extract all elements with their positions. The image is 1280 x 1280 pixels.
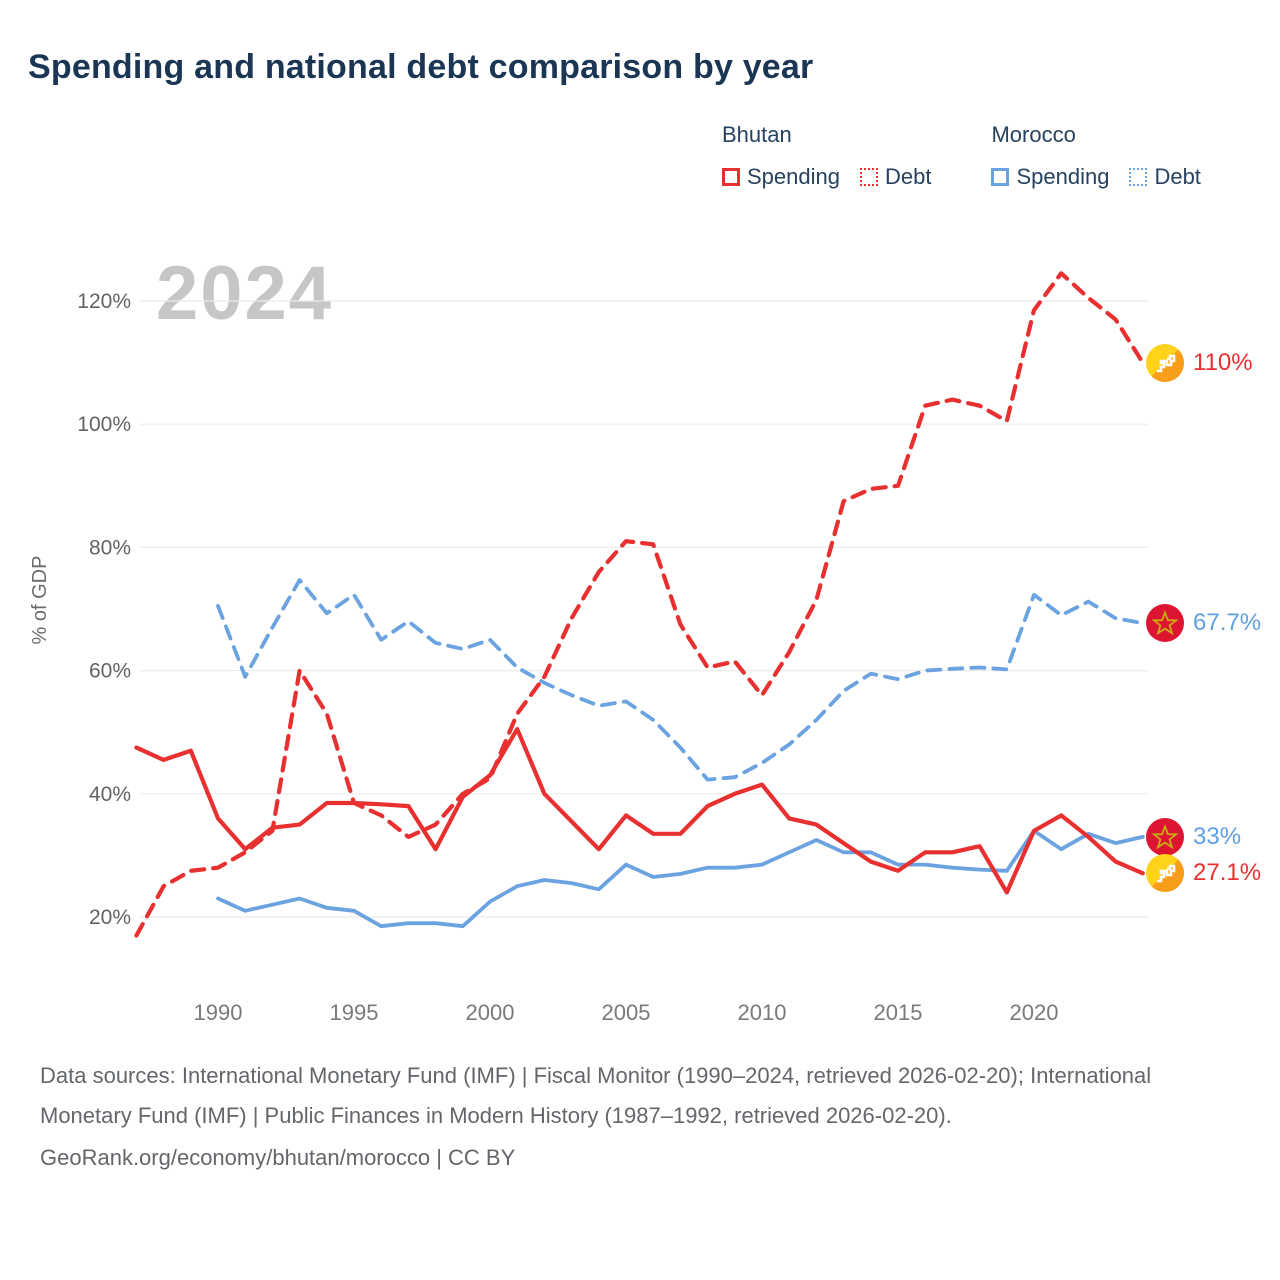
end-value-morocco-debt: 67.7% [1193,609,1262,637]
morocco-flag-icon [1146,604,1184,643]
gridlines [140,300,1148,918]
end-value-morocco-spending: 33% [1193,822,1242,850]
legend-item-bhutan-debt: Debt [859,164,932,190]
x-tick-label: 2020 [1010,1000,1059,1025]
y-tick-label: 120% [77,290,131,313]
x-tick-label: 1990 [194,1000,243,1025]
end-label-bhutan-spending: 27.1% [1146,854,1262,893]
y-tick-label: 60% [89,660,131,683]
morocco-flag-icon [1146,817,1184,856]
legend-item-morocco-debt: Debt [1129,164,1201,190]
end-value-bhutan-debt: 110% [1193,348,1253,376]
bhutan-flag-icon [1146,343,1184,382]
series-line-bhutan-debt [134,271,1145,938]
x-tick-label: 2010 [738,1000,787,1025]
data-sources-text: Data sources: International Monetary Fun… [40,1063,1152,1129]
y-axis-title: % of GDP [29,556,51,645]
y-tick-label: 20% [89,906,131,929]
end-value-bhutan-spending: 27.1% [1193,859,1262,887]
y-tick-label: 100% [77,413,131,436]
series-line-bhutan-spending [134,726,1145,895]
legend-label: Debt [884,164,932,189]
series-line-morocco-debt [216,578,1145,782]
x-axis-tick-labels: 1990 1995 2000 2005 2010 2015 2020 [194,1000,1059,1025]
swatch-bhutan-debt [859,168,878,186]
end-label-morocco-spending: 33% [1146,817,1242,856]
x-tick-label: 1995 [330,1000,379,1025]
y-axis-label: % of GDP [29,556,51,645]
x-tick-label: 2005 [602,1000,651,1025]
swatch-bhutan-spending [722,168,740,186]
y-tick-label: 80% [89,536,131,559]
footer: Data sources: International Monetary Fun… [40,1056,1240,1178]
page-title: Spending and national debt comparison by… [28,48,814,86]
end-label-bhutan-debt: 110% [1146,343,1253,382]
legend-item-bhutan-spending: Spending [722,164,840,190]
legend-label: Debt [1154,164,1201,189]
legend-item-morocco-spending: Spending [991,164,1109,190]
x-tick-label: 2015 [874,1000,923,1025]
legend-group-bhutan: Bhutan Spending Debt [722,122,931,190]
swatch-morocco-debt [1129,168,1148,186]
swatch-morocco-spending [991,168,1010,186]
year-watermark: 2024 [156,251,334,336]
legend: Bhutan Spending Debt Morocco Spending [722,122,1252,190]
y-axis-tick-labels: 20% 40% 60% 80% 100% 120% [77,290,131,929]
x-tick-label: 2000 [466,1000,515,1025]
data-series-lines [134,271,1145,938]
legend-group-morocco: Morocco Spending Debt [991,122,1201,190]
legend-label: Spending [747,164,840,189]
attribution-text: GeoRank.org/economy/bhutan/morocco | CC … [40,1145,516,1171]
legend-label: Spending [1016,164,1110,189]
legend-country-bhutan: Bhutan [722,122,792,147]
y-tick-label: 40% [89,783,131,806]
end-label-morocco-debt: 67.7% [1146,604,1262,643]
bhutan-flag-icon [1146,854,1184,893]
legend-country-morocco: Morocco [991,122,1076,147]
series-line-morocco-spending [216,828,1145,929]
